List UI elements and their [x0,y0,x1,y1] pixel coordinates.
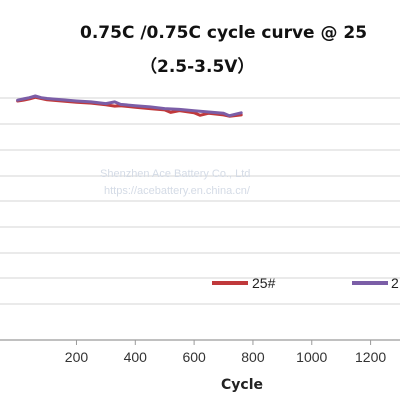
chart-subtitle: （2.5-3.5V） [140,56,254,77]
series-line-2 [16,94,243,118]
chart-title: 0.75C /0.75C cycle curve @ 25 [80,23,367,43]
watermark-company: Shenzhen Ace Battery Co., Ltd [100,168,250,180]
x-tick-label: 200 [65,349,89,365]
x-tick-label: 1200 [355,349,386,365]
x-axis-title: Cycle [221,377,263,393]
x-tick-label: 800 [241,349,265,365]
x-tick-labels: 200 400 600 800 1000 1200 [65,340,386,365]
legend-label-series-1: 25# [252,275,276,291]
x-tick-label: 1000 [296,349,327,365]
x-tick-label: 600 [182,349,206,365]
grid-lines [0,97,400,341]
legend: 25# 2 [212,275,399,291]
series-lines [16,94,243,118]
x-tick-label: 400 [124,349,148,365]
legend-label-series-2: 2 [391,275,399,291]
watermark-url: https://acebattery.en.china.cn/ [104,185,251,197]
